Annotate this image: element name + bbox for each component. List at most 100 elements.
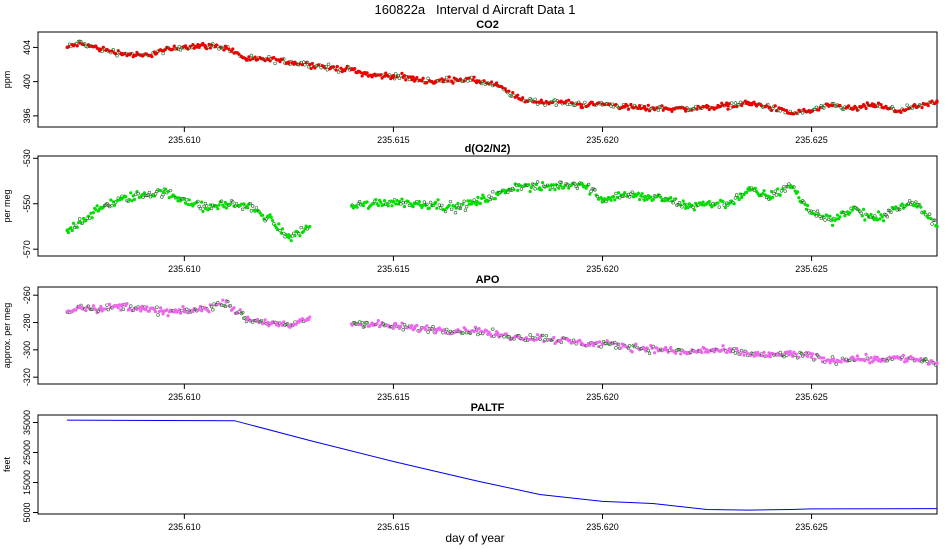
data-point	[287, 236, 291, 240]
data-point	[778, 193, 782, 197]
data-point	[761, 192, 765, 196]
data-point	[249, 53, 254, 58]
data-point	[730, 199, 734, 203]
data-point	[914, 202, 918, 206]
data-point	[412, 202, 416, 206]
data-point	[835, 213, 840, 217]
data-point	[298, 234, 302, 238]
data-point	[395, 198, 399, 203]
data-point	[735, 346, 739, 351]
data-point	[876, 101, 881, 105]
data-point	[231, 47, 235, 51]
data-point	[471, 78, 475, 82]
data-point	[467, 202, 471, 206]
data-point	[346, 65, 351, 69]
data-point	[124, 194, 128, 199]
data-point	[903, 360, 907, 364]
x-tick-label: 235.615	[377, 264, 410, 274]
data-point	[777, 353, 781, 357]
data-point	[649, 195, 653, 199]
data-point	[303, 227, 307, 231]
data-point	[207, 42, 211, 46]
data-point	[130, 199, 134, 203]
data-point	[465, 76, 469, 80]
data-point	[324, 64, 328, 69]
data-point	[201, 209, 205, 213]
data-point	[690, 203, 694, 207]
data-point	[788, 349, 792, 354]
data-point	[588, 343, 592, 347]
data-point	[66, 419, 68, 421]
data-point	[876, 210, 881, 214]
data-point	[595, 194, 600, 199]
data-point	[646, 348, 651, 353]
data-point	[453, 211, 458, 215]
data-point	[568, 338, 572, 343]
data-point	[438, 206, 443, 210]
data-point	[94, 208, 98, 212]
data-point	[365, 71, 369, 75]
panel-4: PALTF 235.610 235.615 235.620 235.625 5000 150…	[2, 402, 938, 532]
data-point	[554, 183, 558, 187]
data-point	[524, 336, 528, 340]
data-point	[743, 99, 747, 103]
data-point	[565, 102, 570, 107]
data-point	[762, 189, 766, 193]
data-point	[577, 182, 581, 186]
data-point	[926, 103, 930, 108]
data-point	[245, 204, 249, 208]
data-point	[463, 208, 468, 212]
data-point	[266, 57, 270, 61]
data-point	[454, 77, 458, 81]
data-point	[134, 53, 138, 58]
data-point	[529, 337, 533, 341]
data-point	[814, 214, 819, 218]
y-tick-label: -280	[22, 314, 32, 332]
data-point	[880, 215, 884, 219]
page-title: 160822a Interval d Aircraft Data 1	[374, 2, 576, 17]
data-point	[446, 79, 450, 83]
data-point	[379, 73, 383, 77]
data-point	[308, 224, 312, 229]
data-point	[435, 206, 439, 210]
data-point	[475, 329, 479, 333]
data-point	[205, 47, 209, 51]
data-point	[99, 307, 103, 311]
data-point	[370, 202, 375, 206]
data-point	[245, 57, 249, 61]
data-point	[222, 48, 226, 52]
data-point	[645, 197, 649, 201]
x-tick-label: 235.615	[377, 522, 410, 532]
data-point	[458, 206, 463, 211]
data-point	[550, 100, 555, 105]
data-point	[813, 357, 817, 361]
data-point	[482, 196, 486, 200]
data-point	[266, 320, 270, 325]
data-point	[461, 331, 465, 335]
data-point	[400, 197, 404, 201]
y-tick-label: 404	[22, 40, 32, 55]
data-point	[922, 209, 927, 214]
data-point	[710, 205, 714, 209]
data-point	[376, 203, 380, 208]
data-point	[529, 185, 533, 190]
data-point	[121, 307, 125, 311]
data-point	[247, 55, 251, 59]
data-point	[865, 101, 869, 105]
data-point	[823, 218, 827, 222]
x-tick-label: 235.625	[795, 522, 828, 532]
x-tick-label: 235.610	[168, 392, 201, 402]
data-point	[116, 306, 120, 310]
data-point	[147, 309, 151, 313]
data-point	[224, 45, 228, 50]
data-point	[195, 45, 199, 49]
data-point	[462, 79, 466, 83]
data-point	[809, 109, 814, 113]
data-point	[499, 189, 504, 194]
data-point	[670, 199, 674, 203]
data-point	[907, 198, 912, 203]
data-point	[436, 198, 440, 202]
data-point	[532, 100, 536, 104]
data-point	[95, 204, 99, 208]
data-point	[289, 239, 293, 243]
